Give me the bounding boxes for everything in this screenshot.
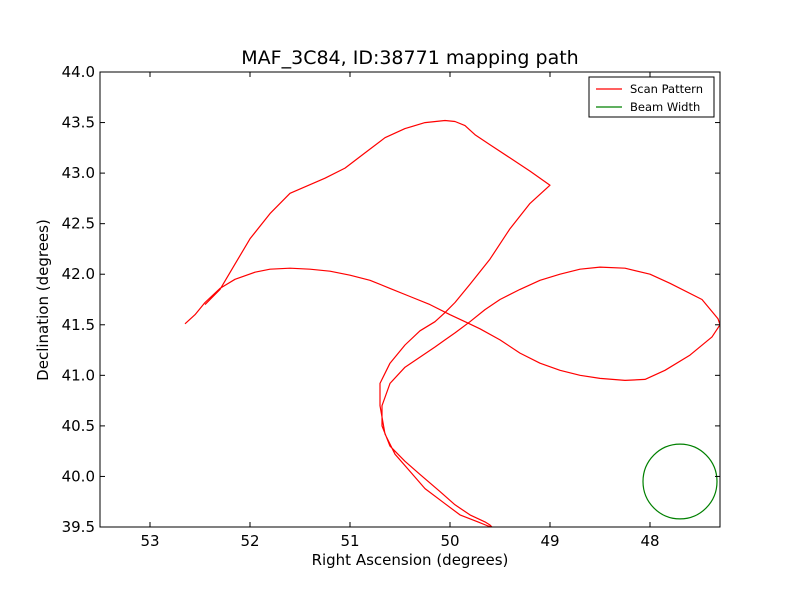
y-tick-label: 41.5 [62, 316, 95, 334]
x-tick-label: 50 [440, 532, 459, 550]
y-tick-label: 43.0 [62, 164, 95, 182]
chart-title: MAF_3C84, ID:38771 mapping path [241, 47, 578, 69]
y-tick-label: 42.5 [62, 215, 95, 233]
y-tick-label: 42.0 [62, 265, 95, 283]
plot-frame [99, 71, 721, 528]
legend-box [588, 76, 715, 118]
x-tick-label: 52 [240, 532, 259, 550]
x-tick-label: 49 [540, 532, 559, 550]
x-axis-label: Right Ascension (degrees) [312, 551, 509, 569]
y-axis-ticks: 39.5 40.0 40.5 41.0 41.5 42.0 42.5 43.0 43.5 44.0 [62, 63, 720, 536]
x-axis-ticks: 53 52 51 50 49 48 [140, 72, 660, 550]
y-tick-label: 39.5 [62, 518, 95, 536]
legend: Scan Pattern Beam Width [588, 76, 715, 118]
y-tick-label: 41.0 [62, 366, 95, 384]
x-tick-label: 48 [640, 532, 659, 550]
series-beam-width [642, 443, 718, 520]
series-scan-pattern [184, 119, 720, 527]
y-tick-label: 40.5 [62, 417, 95, 435]
legend-label-scan-pattern: Scan Pattern [630, 82, 703, 96]
y-tick-label: 40.0 [62, 467, 95, 485]
plot-area [100, 72, 720, 527]
x-tick-label: 53 [140, 532, 159, 550]
y-tick-label: 44.0 [62, 63, 95, 81]
y-axis-label: Declination (degrees) [34, 219, 52, 381]
series-layer [184, 119, 720, 527]
y-tick-label: 43.5 [62, 114, 95, 132]
x-tick-label: 51 [340, 532, 359, 550]
legend-label-beam-width: Beam Width [630, 100, 700, 114]
